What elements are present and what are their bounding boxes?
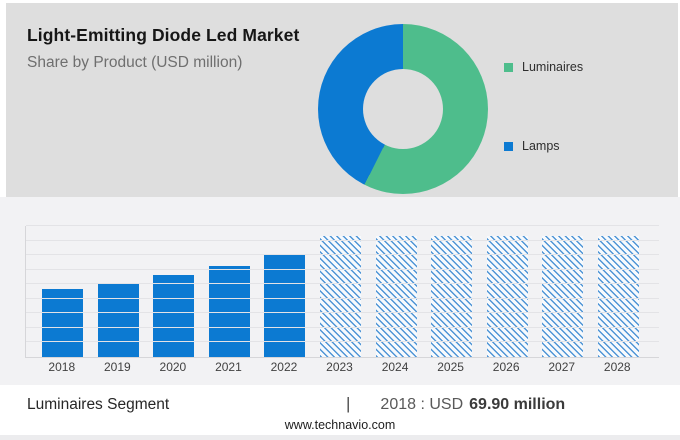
x-label-2020: 2020: [159, 360, 187, 374]
x-label-2025: 2025: [437, 360, 464, 374]
legend-label-lamps: Lamps: [522, 139, 560, 153]
x-axis-labels: 2018 2019 2020 2021 2022 2023 2024 2025 2026 2027…: [25, 360, 658, 374]
x-label-2026: 2026: [492, 360, 520, 374]
website-text: www.technavio.com: [284, 418, 396, 432]
forecast-bar-2027: [542, 236, 584, 357]
gridline: [26, 283, 659, 285]
x-label-2019: 2019: [103, 360, 131, 374]
x-label-2022: 2022: [270, 360, 298, 374]
bar-slot: [313, 226, 369, 357]
bar-2018: [42, 289, 84, 357]
x-label-2023: 2023: [326, 360, 353, 374]
bar-slot: [146, 226, 202, 357]
x-label-2028: 2028: [603, 360, 631, 374]
title-block: Light-Emitting Diode Led Market Share by…: [27, 23, 302, 72]
bar-slot: [590, 226, 646, 357]
chart-legend: Luminaires Lamps: [504, 59, 583, 154]
segment-label: Luminaires Segment: [27, 396, 170, 413]
gridline: [26, 297, 659, 299]
gridline: [26, 312, 659, 314]
page-subtitle: Share by Product (USD million): [27, 54, 243, 71]
gridline: [26, 326, 659, 328]
bar-slot: [202, 226, 258, 357]
forecast-bar-2024: [375, 236, 417, 357]
lamps-swatch-icon: [504, 141, 513, 151]
header-panel: Light-Emitting Diode Led Market Share by…: [6, 3, 678, 197]
bars-row: [26, 226, 659, 357]
bar-slot: [35, 226, 91, 357]
gridline: [26, 268, 659, 270]
forecast-bar-2025: [431, 236, 473, 357]
bar-slot: [368, 226, 424, 357]
bar-2019: [97, 282, 139, 357]
luminaires-swatch-icon: [504, 62, 513, 72]
gridline: [26, 225, 659, 226]
footer: Luminaires Segment | 2018 : USD 69.90 mi…: [0, 385, 680, 435]
gridline: [26, 341, 659, 343]
forecast-bar-2028: [597, 236, 639, 357]
forecast-bar-2026: [486, 236, 528, 357]
donut-chart: [318, 24, 488, 194]
bar-2020: [153, 274, 195, 357]
bar-2022: [264, 255, 306, 357]
x-label-2021: 2021: [215, 360, 242, 374]
legend-item-luminaires: Luminaires: [504, 59, 583, 75]
bar-slot: [257, 226, 313, 357]
legend-label-luminaires: Luminaires: [522, 60, 584, 74]
stat-separator: |: [346, 394, 351, 413]
bottom-strip: [0, 435, 680, 440]
gridline: [26, 239, 659, 241]
bar-slot: [535, 226, 591, 357]
legend-item-lamps: Lamps: [504, 138, 583, 154]
bar-chart-section: 2018 2019 2020 2021 2022 2023 2024 2025 2026 2027…: [0, 197, 680, 385]
page-title: Light-Emitting Diode Led Market: [27, 25, 300, 45]
stat-value: 69.90 million: [469, 396, 566, 413]
bar-slot: [424, 226, 480, 357]
bar-slot: [479, 226, 535, 357]
bar-slot: [91, 226, 147, 357]
stat-prefix: 2018 : USD: [380, 396, 464, 413]
x-label-2024: 2024: [381, 360, 409, 374]
bar-plot: [25, 225, 659, 358]
gridline: [26, 254, 659, 256]
x-label-2018: 2018: [48, 360, 76, 374]
stat-group: | 2018 : USD 69.90 million: [346, 394, 565, 414]
donut-hole: [363, 69, 443, 149]
x-label-2027: 2027: [548, 360, 576, 374]
forecast-bar-2023: [320, 236, 361, 357]
